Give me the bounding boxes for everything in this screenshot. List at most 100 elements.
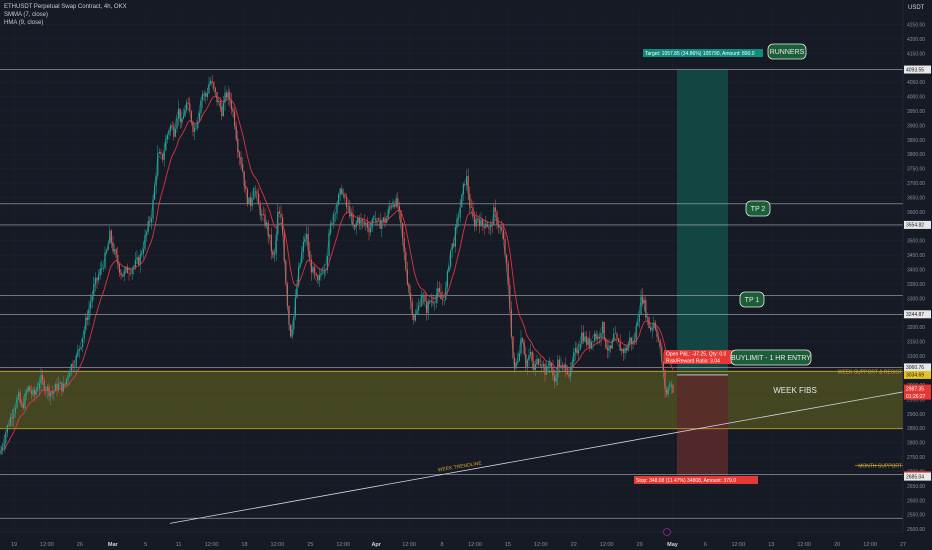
price-tick-label: 3400.00: [907, 268, 925, 274]
price-axis[interactable]: 4250.004200.004150.004100.004050.004000.…: [902, 0, 932, 550]
candle-body: [144, 235, 146, 249]
time-tick-label: 29: [637, 542, 643, 548]
candle-body: [376, 218, 378, 220]
stop-zone[interactable]: [677, 374, 728, 476]
candle-body: [507, 263, 509, 285]
candle-body: [219, 100, 221, 108]
candle-body: [541, 365, 543, 367]
target-zone[interactable]: [677, 69, 728, 371]
target-label-box[interactable]: [643, 49, 763, 57]
time-tick-label: 19: [11, 542, 17, 548]
candle-body: [318, 274, 320, 281]
price-tick-label: 3850.00: [907, 138, 925, 144]
candle-body: [93, 284, 95, 296]
tp2-label-box[interactable]: [745, 200, 771, 217]
candle-body: [40, 375, 42, 384]
candle-body: [203, 93, 205, 95]
price-tick-label: 3650.00: [907, 195, 925, 201]
candle-body: [314, 266, 316, 274]
currency-label[interactable]: USDT: [908, 5, 925, 11]
candle-body: [245, 185, 247, 189]
candle-body: [309, 250, 311, 260]
time-tick-label: 15: [505, 542, 511, 548]
candle-body: [445, 287, 447, 300]
candle-body: [426, 301, 428, 314]
candle-body: [102, 267, 104, 269]
price-badge[interactable]: [904, 220, 931, 229]
candle-body: [136, 257, 138, 261]
price-tick-label: 2650.00: [907, 484, 925, 490]
price-badge[interactable]: [904, 384, 931, 393]
candle-body: [478, 219, 480, 227]
candle-body: [387, 209, 389, 219]
price-tick-label: 2500.00: [907, 527, 925, 533]
price-tick-label: 3350.00: [907, 282, 925, 288]
candle-body: [619, 342, 621, 351]
candle-body: [298, 267, 300, 286]
stop-label-box[interactable]: [634, 476, 758, 484]
price-badge[interactable]: [904, 363, 931, 372]
candle-body: [125, 267, 127, 271]
candle-body: [6, 425, 8, 433]
candle-body: [53, 391, 55, 394]
candle-body: [430, 301, 432, 303]
candle-body: [323, 270, 325, 274]
candle-body: [483, 225, 485, 228]
candle-body: [381, 221, 383, 229]
candle-body: [115, 249, 117, 255]
candle-body: [453, 243, 455, 247]
candle-body: [648, 317, 650, 329]
price-badge[interactable]: [904, 472, 931, 481]
open-pl-label-box[interactable]: [664, 350, 734, 357]
candle-body: [427, 301, 429, 314]
price-badge[interactable]: [904, 65, 931, 74]
event-marker-icon[interactable]: [663, 528, 671, 536]
candle-body: [493, 207, 495, 226]
risk-reward-label-box[interactable]: [664, 357, 734, 364]
candle-body: [352, 213, 354, 225]
candle-body: [333, 213, 335, 225]
indicator-hma[interactable]: HMA (9, close): [4, 20, 44, 26]
indicator-smma[interactable]: SMMA (7, close): [4, 12, 49, 18]
buy-limit-label-box[interactable]: [730, 349, 812, 366]
candle-body: [346, 196, 348, 207]
tp1-label-box[interactable]: [739, 291, 765, 308]
time-tick-label: 12:00: [271, 542, 285, 548]
candle-body: [520, 338, 522, 354]
price-tick-label: 3200.00: [907, 325, 925, 331]
candle-body: [635, 326, 637, 342]
price-tick-label: 3500.00: [907, 239, 925, 245]
candle-body: [339, 188, 341, 195]
price-badge[interactable]: [904, 310, 931, 319]
symbol-title[interactable]: ETHUSDT Perpetual Swap Contract, 4h, OKX: [4, 4, 127, 10]
candle-body: [29, 386, 31, 391]
candle-body: [672, 384, 674, 393]
tp1-label: TP 1: [745, 297, 760, 304]
time-tick-label: 5: [144, 542, 147, 548]
price-axis-bg: [903, 0, 932, 550]
candle-body: [285, 260, 287, 284]
candle-body: [91, 295, 93, 303]
candle-body: [211, 80, 213, 83]
candle-body: [283, 232, 285, 261]
candle-body: [533, 360, 535, 370]
candle-body: [70, 364, 72, 373]
week-fibs-zone[interactable]: [0, 371, 903, 429]
time-tick-label: 12:00: [336, 542, 350, 548]
candle-body: [358, 217, 360, 224]
candle-body: [72, 364, 74, 368]
candle-body: [296, 285, 298, 298]
price-badge[interactable]: [904, 370, 931, 379]
candle-body: [152, 199, 154, 219]
time-axis[interactable]: 19 12:00 26 Mar 5 11 12:00 18 12:00 25 12:00 Apr 12:…: [0, 528, 906, 549]
countdown-badge: [904, 392, 931, 400]
trendline[interactable]: [169, 391, 906, 524]
candle-body: [502, 229, 504, 240]
candle-body: [469, 193, 471, 208]
candle-body: [458, 217, 460, 219]
candle-body: [443, 299, 445, 301]
candle-body: [275, 234, 277, 254]
runners-label-box[interactable]: [767, 43, 807, 60]
candle-body: [174, 128, 176, 137]
